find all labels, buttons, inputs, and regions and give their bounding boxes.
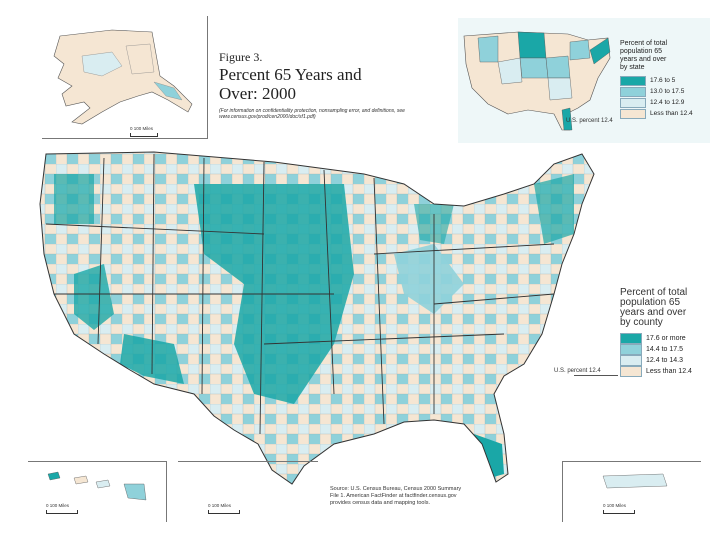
alaska-scale-bar [130,133,158,137]
county-legend-row: 17.6 or more [620,333,715,344]
county-legend-title-line1: Percent of total [620,287,688,298]
right-scale-label: 0 100 Miles [603,503,627,508]
state-legend-row: 12.4 to 12.9 [620,97,710,108]
hawaii-inset: 0 100 Miles [28,461,167,522]
state-legend-swatch [620,108,646,119]
puerto-rico-map [602,473,668,489]
alaska-inset: 0 100 Miles [42,16,208,139]
state-legend-title-line4: by state [620,64,645,71]
county-legend-title-line3: years and over [620,307,687,318]
alaska-map [53,29,193,125]
state-inset: U.S. percent 12.4 [458,18,710,143]
county-legend-title-line4: by county [620,317,663,328]
figure-title-line1: Percent 65 Years and [219,65,362,84]
hawaii-map [47,471,147,501]
us-percent-leader-line [574,375,618,376]
hawaii-scale-bar [46,510,78,514]
middle-scale-label: 0 100 Miles [208,503,232,508]
county-us-percent: U.S. percent 12.4 [554,368,601,374]
state-legend-label: Less than 12.4 [650,110,693,117]
county-legend-swatch [620,355,642,366]
county-legend-row: Less than 12.4 [620,366,715,377]
county-legend: Percent of total population 65 years and… [620,288,715,377]
county-legend-label: 14.4 to 17.5 [646,346,683,353]
county-legend-swatch [620,333,642,344]
state-legend-swatch [620,86,646,97]
title-block: Figure 3. Percent 65 Years and Over: 200… [219,50,449,120]
right-scale-bar [603,510,635,514]
county-map [39,151,595,485]
middle-scale-bar [208,510,240,514]
county-legend-swatch [620,366,642,377]
state-legend-swatch [620,75,646,86]
state-legend-label: 17.6 to 5 [650,77,676,84]
source-line3: provides census data and mapping tools. [330,500,430,506]
state-legend-label: 13.0 to 17.5 [650,88,685,95]
county-legend-label: 17.6 or more [646,335,686,342]
state-legend-label: 12.4 to 12.9 [650,99,685,106]
county-legend-label: Less than 12.4 [646,368,692,375]
source-note: Source: U.S. Census Bureau, Census 2000 … [330,486,488,507]
state-map [463,31,611,131]
state-us-percent: U.S. percent 12.4 [566,118,613,124]
figure-note: (For information on confidentiality prot… [219,108,405,120]
lower-middle-inset: 0 100 Miles [178,461,318,522]
county-legend-row: 12.4 to 14.3 [620,355,715,366]
county-legend-row: 14.4 to 17.5 [620,344,715,355]
map-figure: 0 100 Miles Figure 3. Percent 65 Years a… [14,6,710,524]
figure-label: Figure 3. [219,50,263,64]
alaska-scale-label: 0 100 Miles [130,126,154,131]
county-legend-title-line2: population 65 [620,297,681,308]
state-legend-title-line2: population 65 [620,48,663,55]
state-legend-row: Less than 12.4 [620,108,710,119]
county-legend-label: 12.4 to 14.3 [646,357,683,364]
state-legend-title-line1: Percent of total [620,40,668,47]
state-legend-title-line3: years and over [620,56,667,63]
state-legend: Percent of total population 65 years and… [620,40,710,119]
figure-title-line2: Over: 2000 [219,84,296,103]
hawaii-scale-label: 0 100 Miles [46,503,70,508]
lower-right-inset: 0 100 Miles [562,461,701,522]
county-legend-swatch [620,344,642,355]
state-legend-row: 17.6 to 5 [620,75,710,86]
state-legend-swatch [620,97,646,108]
source-line2: File 1. American FactFinder at factfinde… [330,493,457,499]
source-line1: Source: U.S. Census Bureau, Census 2000 … [330,486,462,492]
state-legend-row: 13.0 to 17.5 [620,86,710,97]
